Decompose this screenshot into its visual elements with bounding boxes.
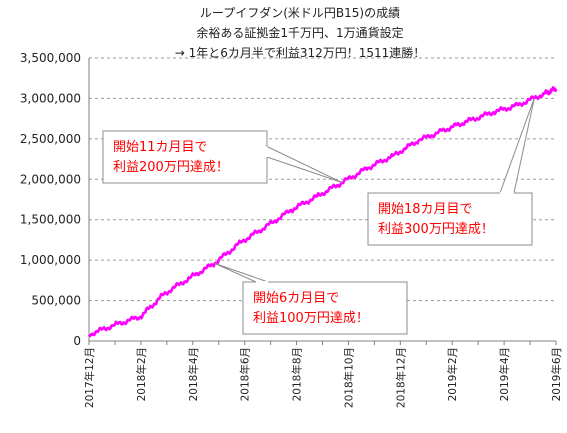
- y-tick-label: 500,000: [31, 294, 81, 308]
- callout-text: 開始11カ月目で: [113, 140, 208, 155]
- y-tick-label: 0: [73, 334, 81, 348]
- callout-pointer: [499, 97, 535, 194]
- y-tick-label: 2,500,000: [20, 132, 81, 146]
- x-tick-label: 2018年12月: [394, 347, 407, 408]
- callout-text: 利益300万円達成！: [378, 222, 494, 237]
- y-tick-labels: 0 500,000 1,000,000 1,500,000 2,000,000 2,500…: [20, 51, 81, 348]
- callout-box: [367, 192, 533, 246]
- y-tick-label: 3,000,000: [20, 91, 81, 105]
- callout-text: 開始18カ月目で: [378, 202, 473, 217]
- title-line-3: → 1年と6カ月半で利益312万円！1511連勝！: [175, 45, 426, 60]
- x-tick-label: 2019年4月: [498, 347, 511, 401]
- y-tick-label: 1,500,000: [20, 213, 81, 227]
- title-line-1: ループイフダン(米ドル円B15)の成績: [200, 5, 400, 20]
- x-tick-label: 2018年10月: [342, 347, 355, 408]
- callout-pointer: [265, 145, 343, 183]
- x-tick-label: 2017年12月: [83, 347, 96, 408]
- chart-title: ループイフダン(米ドル円B15)の成績 余裕ある証拠金1千万円、1万通貨設定 →…: [175, 5, 426, 60]
- x-tick-label: 2019年6月: [550, 347, 563, 401]
- x-tick-label: 2018年2月: [135, 347, 148, 401]
- x-tick-label: 2018年8月: [291, 347, 304, 401]
- profit-series-line: [87, 86, 558, 338]
- y-tick-label: 2,000,000: [20, 172, 81, 186]
- axes: [88, 58, 557, 345]
- callout-text: 開始6カ月目で: [253, 291, 339, 306]
- title-line-2: 余裕ある証拠金1千万円、1万通貨設定: [196, 25, 403, 40]
- callout-text: 利益100万円達成！: [253, 311, 369, 326]
- callout-box: [102, 130, 268, 184]
- x-tick-label: 2019年2月: [446, 347, 459, 401]
- callout-box: [242, 281, 408, 335]
- x-tick-label: 2018年4月: [187, 347, 200, 401]
- callout-text: 利益200万円達成！: [113, 160, 229, 175]
- x-tick-labels: 2017年12月 2018年2月 2018年4月 2018年6月 2018年8月 2018…: [83, 347, 563, 408]
- y-tick-label: 1,000,000: [20, 253, 81, 267]
- y-tick-label: 3,500,000: [20, 51, 81, 65]
- callout-seam: [265, 145, 268, 158]
- x-tick-label: 2018年6月: [239, 347, 252, 401]
- series-line-group: [87, 86, 558, 338]
- callout-pointer: [214, 262, 269, 283]
